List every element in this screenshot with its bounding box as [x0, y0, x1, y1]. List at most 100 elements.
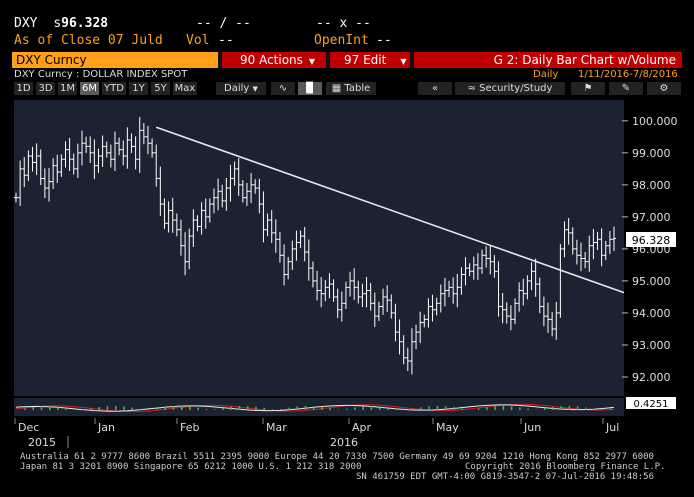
price-bar — [579, 242, 584, 272]
price-bar — [459, 267, 464, 295]
price-bar — [129, 133, 134, 153]
security-study-button[interactable]: ≈ Security/Study — [455, 82, 565, 95]
price-bar — [546, 302, 551, 333]
indicator-histogram-bar — [263, 407, 265, 410]
indicator-histogram-bar — [40, 406, 43, 410]
indicator-histogram-bar — [279, 409, 282, 410]
price-bar — [170, 197, 175, 233]
price-bar — [18, 160, 23, 206]
price-bar — [583, 251, 588, 269]
openint-label: OpenInt — [314, 33, 369, 48]
price-bar — [141, 122, 146, 145]
period-button-1d[interactable]: 1D — [14, 82, 33, 95]
price-bar — [364, 276, 369, 308]
price-bar — [323, 279, 328, 302]
scroll-left-icon[interactable]: « — [418, 82, 452, 95]
x-value: -- x -- — [316, 16, 371, 31]
period-button-3d[interactable]: 3D — [36, 82, 55, 95]
price-bar — [310, 261, 315, 288]
price-bar — [121, 140, 126, 166]
price-bar — [75, 143, 80, 179]
flag-icon[interactable]: ⚑ — [571, 82, 605, 95]
period-button-1y[interactable]: 1Y — [129, 82, 148, 95]
footer-copyright: Copyright 2016 Bloomberg Finance L.P. — [465, 462, 666, 472]
period-button-ytd[interactable]: YTD — [102, 82, 126, 95]
indicator-histogram-bar — [486, 407, 488, 410]
security-field[interactable]: DXY Curncy — [12, 52, 218, 68]
price-bar — [207, 198, 212, 223]
change-value: -- / -- — [196, 16, 251, 31]
footer-session: SN 461759 EDT GMT-4:00 G819-3547-2 07-Ju… — [356, 472, 655, 482]
price-bar — [290, 240, 295, 271]
price-bar — [447, 280, 452, 298]
price-bar — [496, 261, 501, 317]
indicator-histogram-bar — [378, 406, 381, 410]
price-bar — [302, 226, 307, 262]
price-bar — [216, 178, 221, 211]
indicator-histogram-bar — [461, 408, 463, 410]
indicator-histogram-bar — [304, 406, 307, 410]
edit-menu[interactable]: 97 Edit ▼ — [330, 52, 410, 68]
indicator-histogram-bar — [345, 408, 348, 410]
bar-chart-icon[interactable]: ▉ — [298, 82, 322, 95]
price-bar — [525, 275, 530, 300]
settings-gear-icon[interactable]: ⚙ — [647, 82, 681, 95]
price-bar — [475, 253, 480, 280]
edit-chart-icon[interactable]: ✎ — [609, 82, 643, 95]
year-label: 2015 — [28, 436, 56, 449]
period-button-6m[interactable]: 6M — [80, 82, 99, 95]
x-tick-label: Jun — [523, 421, 541, 434]
period-button-5y[interactable]: 5Y — [151, 82, 170, 95]
period-button-max[interactable]: Max — [173, 82, 197, 95]
table-label: Table — [344, 83, 371, 94]
price-bar — [249, 173, 254, 204]
vol-value: -- — [218, 33, 234, 48]
y-axis-area — [624, 100, 682, 396]
price-bar — [414, 324, 419, 350]
table-button[interactable]: ▦ Table — [326, 82, 376, 95]
y-tick-label: 94.000 — [632, 307, 671, 320]
price-bar — [376, 301, 381, 321]
price-bar — [51, 158, 56, 190]
price-bar — [607, 230, 612, 254]
price-bar — [166, 201, 171, 233]
actions-menu[interactable]: 90 Actions ▼ — [222, 52, 326, 68]
price-bar — [38, 149, 43, 185]
price-bar — [327, 273, 332, 299]
price-bar — [599, 228, 604, 267]
last-value-label: 96.328 — [632, 234, 671, 247]
x-tick-label: Mar — [266, 421, 287, 434]
y-tick-label: 100.000 — [632, 115, 678, 128]
price-bar — [541, 296, 546, 327]
price-bar — [224, 178, 229, 211]
price-bar — [100, 135, 105, 167]
line-chart-icon[interactable]: ∿ — [271, 82, 295, 95]
indicator-histogram-bar — [585, 407, 587, 410]
price-bar — [405, 347, 410, 372]
indicator-histogram-bar — [354, 407, 356, 410]
indicator-histogram-bar — [98, 406, 100, 410]
indicator-histogram-bar — [543, 408, 546, 410]
price-bar — [393, 303, 398, 342]
price-bar — [513, 298, 518, 325]
period-button-1m[interactable]: 1M — [58, 82, 77, 95]
price-bar — [554, 302, 559, 340]
x-tick-label: May — [436, 421, 459, 434]
price-bar — [154, 144, 159, 187]
price-bar — [178, 219, 183, 256]
price-bar — [500, 293, 505, 324]
indicator-histogram-bar — [106, 406, 109, 410]
price-bar — [253, 179, 258, 194]
price-bar — [298, 230, 303, 249]
security-description: DXY Curncy : DOLLAR INDEX SPOT — [14, 69, 188, 80]
table-icon: ▦ — [331, 83, 342, 94]
price-bar — [67, 137, 72, 172]
edit-dropdown-icon: ▼ — [400, 57, 407, 66]
indicator-histogram-bar — [65, 407, 67, 410]
price-bar — [228, 164, 233, 202]
y-tick-label: 95.000 — [632, 275, 671, 288]
y-tick-label: 99.000 — [632, 147, 671, 160]
x-tick-label: Dec — [18, 421, 39, 434]
interval-dropdown[interactable]: Daily ▼ — [216, 82, 266, 95]
indicator-histogram-bar — [576, 406, 579, 410]
